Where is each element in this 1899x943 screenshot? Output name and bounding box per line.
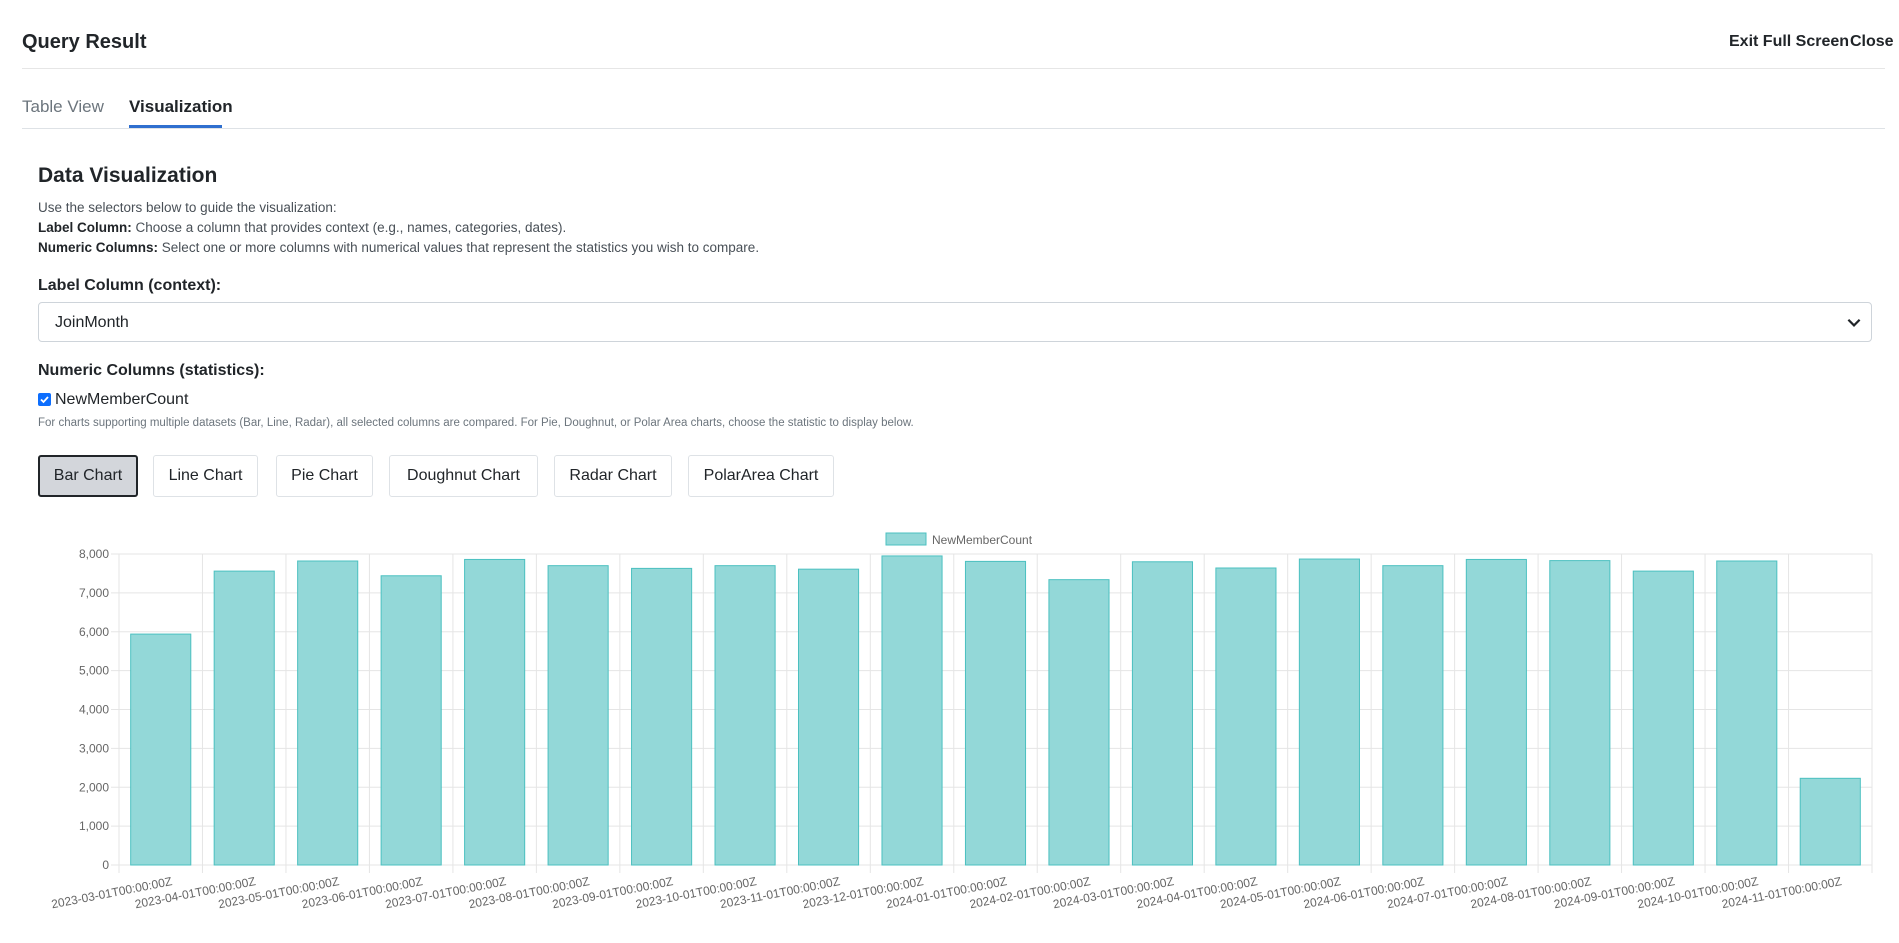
chart-help-note: For charts supporting multiple datasets … — [38, 417, 914, 429]
chevron-down-icon — [1847, 318, 1861, 327]
numeric-columns-term: Numeric Columns: — [38, 240, 159, 255]
y-tick-label: 3,000 — [79, 741, 109, 755]
bar — [1549, 560, 1611, 866]
label-column-value: JoinMonth — [55, 314, 129, 331]
bar — [547, 565, 609, 866]
bar — [380, 575, 442, 866]
y-tick-label: 2,000 — [79, 780, 109, 794]
bar — [714, 565, 776, 866]
bar — [1382, 565, 1444, 866]
line-chart-button[interactable]: Line Chart — [153, 455, 258, 497]
numeric-columns-description: Select one or more columns with numerica… — [161, 240, 760, 255]
modal-title: Query Result — [22, 31, 147, 53]
bar — [1215, 567, 1277, 866]
y-tick-label: 1,000 — [79, 819, 109, 833]
tab-table-view[interactable]: Table View — [22, 97, 104, 116]
bar — [1465, 558, 1527, 866]
bar — [213, 570, 275, 866]
bar — [464, 558, 526, 866]
intro-text: Use the selectors below to guide the vis… — [38, 200, 337, 215]
checkmark-icon — [40, 396, 49, 404]
label-column-select[interactable]: JoinMonth — [38, 302, 1872, 342]
pie-chart-button[interactable]: Pie Chart — [276, 455, 373, 497]
doughnut-chart-button[interactable]: Doughnut Chart — [389, 455, 538, 497]
modal-header: Query Result Exit Full Screen Close — [0, 0, 1899, 70]
label-column-heading: Label Column (context): — [38, 277, 222, 294]
newmembercount-checkbox[interactable] — [38, 393, 51, 406]
active-tab-indicator — [129, 125, 222, 128]
bar — [297, 560, 359, 866]
bar — [1799, 777, 1861, 866]
header-divider — [22, 68, 1885, 69]
exit-full-screen-button[interactable]: Exit Full Screen — [1729, 33, 1850, 50]
bar-chart-button[interactable]: Bar Chart — [38, 455, 138, 497]
y-tick-label: 8,000 — [79, 547, 109, 561]
bar — [1632, 570, 1694, 866]
label-column-description: Choose a column that provides context (e… — [135, 220, 567, 235]
bar — [964, 560, 1027, 866]
bar — [130, 633, 192, 866]
y-tick-label: 5,000 — [79, 664, 109, 678]
numeric-columns-help: Numeric Columns: Select one or more colu… — [38, 238, 759, 258]
tab-visualization[interactable]: Visualization — [129, 97, 233, 116]
label-column-help: Label Column: Choose a column that provi… — [38, 218, 566, 238]
chart-canvas: 0 1,000 2,000 3,000 4,000 5,000 6,000 7,000 8,00… — [50, 532, 1873, 911]
bar — [797, 568, 860, 866]
bar — [1131, 561, 1194, 866]
close-button[interactable]: Close — [1850, 33, 1894, 50]
section-title: Data Visualization — [38, 164, 218, 187]
bar — [881, 555, 943, 866]
bar-chart: 0 1,000 2,000 3,000 4,000 5,000 6,000 7,000 8,00… — [0, 520, 1899, 938]
bar — [1716, 560, 1778, 866]
numeric-columns-heading: Numeric Columns (statistics): — [38, 362, 265, 379]
legend-label: NewMemberCount — [932, 533, 1033, 547]
radar-chart-button[interactable]: Radar Chart — [554, 455, 672, 497]
bar — [1298, 558, 1360, 866]
y-tick-label: 4,000 — [79, 703, 109, 717]
bar — [1048, 579, 1110, 866]
y-tick-label: 0 — [102, 858, 109, 872]
numeric-column-label: NewMemberCount — [55, 391, 189, 408]
y-tick-label: 6,000 — [79, 625, 109, 639]
y-tick-label: 7,000 — [79, 586, 109, 600]
bar — [631, 567, 693, 866]
legend-swatch — [885, 532, 927, 546]
label-column-term: Label Column: — [38, 220, 132, 235]
tab-bar: Table View Visualization — [22, 80, 1885, 129]
polararea-chart-button[interactable]: PolarArea Chart — [688, 455, 834, 497]
